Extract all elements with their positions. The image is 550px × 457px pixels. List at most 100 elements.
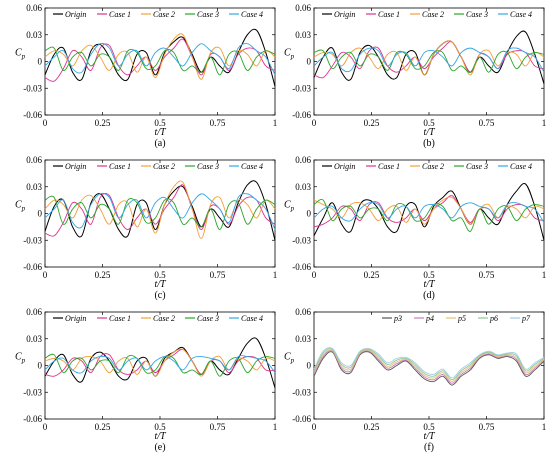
x-axis-label: t/T	[423, 127, 436, 138]
x-tick-label: 0.75	[479, 422, 495, 432]
y-tick-label: 0	[38, 57, 43, 67]
x-tick-label: 1	[273, 270, 278, 280]
x-tick-label: 1	[542, 118, 547, 128]
legend-label: Case 3	[466, 10, 488, 19]
series-line-case-1	[44, 184, 276, 237]
y-tick-label: -0.03	[292, 83, 311, 93]
x-tick-label: 0.25	[364, 270, 380, 280]
series-line-p3	[313, 351, 545, 386]
panel-3: 0 0.25 0.5 0.75 1 0.06 0.03 0 -0.03 -0.06 Origin Ca…	[15, 155, 277, 301]
y-tick-label: 0.03	[26, 182, 42, 192]
legend-label: Case 1	[109, 314, 131, 323]
y-tick-label: -0.03	[23, 83, 42, 93]
series-line-case-4	[44, 355, 276, 374]
plot-frame	[313, 159, 545, 268]
y-tick-label: 0.03	[295, 182, 311, 192]
y-tick-label: 0.03	[26, 334, 42, 344]
series-line-case-3	[44, 46, 276, 76]
legend-label: Origin	[65, 162, 86, 171]
panel-4: 0 0.25 0.5 0.75 1 0.06 0.03 0 -0.03 -0.06 Origin Ca…	[284, 155, 546, 301]
series-line-origin	[44, 337, 276, 388]
legend-label: p4	[425, 314, 434, 323]
x-tick-label: 0.75	[210, 422, 226, 432]
plot-frame	[44, 7, 276, 116]
legend-label: Case 4	[241, 162, 263, 171]
x-axis-label: t/T	[154, 279, 167, 290]
y-axis-label: Cp	[15, 48, 26, 61]
series-line-case-4	[44, 192, 276, 230]
panel-2: 0 0.25 0.5 0.75 1 0.06 0.03 0 -0.03 -0.06 Origin Ca…	[284, 3, 546, 149]
legend-label: Case 3	[197, 162, 219, 171]
series-line-case-1	[313, 41, 545, 79]
legend-label: Case 1	[378, 162, 400, 171]
y-tick-label: 0.06	[26, 155, 42, 165]
panel-label: (c)	[154, 290, 165, 301]
y-tick-label: 0	[38, 361, 43, 371]
x-tick-label: 0	[312, 422, 317, 432]
panel-label: (d)	[423, 290, 435, 301]
x-tick-label: 0	[43, 270, 48, 280]
panel-6: 0 0.25 0.5 0.75 1 0.06 0.03 0 -0.03 -0.06 p3 p4 p5 p6…	[284, 307, 546, 453]
x-tick-label: 0.5	[154, 118, 166, 128]
series-line-origin	[44, 180, 276, 241]
y-tick-label: 0	[307, 209, 312, 219]
y-tick-label: 0	[307, 57, 312, 67]
y-tick-label: 0.03	[26, 30, 42, 40]
x-tick-label: 0.5	[423, 118, 435, 128]
series-line-case-1	[313, 195, 545, 228]
legend-label: Origin	[334, 10, 355, 19]
plot-frame	[44, 311, 276, 420]
legend-label: Case 4	[510, 162, 532, 171]
legend-label: Case 2	[422, 10, 444, 19]
legend-label: p5	[457, 314, 466, 323]
series-line-case-1	[44, 348, 276, 377]
plot-frame	[44, 159, 276, 268]
panel-5: 0 0.25 0.5 0.75 1 0.06 0.03 0 -0.03 -0.06 Origin Ca…	[15, 307, 277, 453]
y-axis-label: Cp	[284, 48, 295, 61]
x-tick-label: 0	[43, 422, 48, 432]
x-tick-label: 0.25	[95, 422, 111, 432]
panel-1: 0 0.25 0.5 0.75 1 0.06 0.03 0 -0.03 -0.06 Origin Ca…	[15, 3, 277, 149]
plot-frame	[313, 311, 545, 420]
series-line-case-2	[44, 180, 276, 239]
legend-label: Case 4	[241, 10, 263, 19]
series-line-case-4	[313, 47, 545, 73]
x-tick-label: 0.75	[479, 270, 495, 280]
legend-label: Case 4	[241, 314, 263, 323]
x-tick-label: 0.75	[210, 118, 226, 128]
legend-label: Case 2	[153, 162, 175, 171]
legend-label: Case 1	[378, 10, 400, 19]
y-tick-label: -0.06	[23, 262, 42, 272]
plot-frame	[313, 7, 545, 116]
y-tick-label: -0.03	[292, 235, 311, 245]
x-tick-label: 0.25	[364, 422, 380, 432]
x-axis-label: t/T	[154, 127, 167, 138]
legend-label: Case 1	[109, 162, 131, 171]
x-axis-label: t/T	[154, 431, 167, 442]
panel-label: (b)	[423, 138, 435, 149]
y-axis-label: Cp	[284, 200, 295, 213]
series-line-case-2	[44, 348, 276, 377]
legend-label: Case 1	[109, 10, 131, 19]
x-tick-label: 0.5	[154, 422, 166, 432]
legend-label: Case 2	[422, 162, 444, 171]
y-axis-label: Cp	[15, 200, 26, 213]
legend-label: Case 3	[197, 314, 219, 323]
series-line-case-3	[44, 195, 276, 231]
legend-label: Origin	[334, 162, 355, 171]
y-tick-label: -0.06	[292, 414, 311, 424]
y-tick-label: 0	[307, 361, 312, 371]
x-tick-label: 1	[542, 422, 547, 432]
y-tick-label: 0.06	[26, 3, 42, 13]
y-tick-label: -0.03	[23, 387, 42, 397]
legend-label: Case 3	[197, 10, 219, 19]
y-tick-label: -0.06	[23, 110, 42, 120]
y-axis-label: Cp	[15, 352, 26, 365]
y-tick-label: 0.06	[295, 155, 311, 165]
y-tick-label: 0.06	[295, 3, 311, 13]
y-tick-label: 0.06	[295, 307, 311, 317]
x-tick-label: 0.5	[423, 422, 435, 432]
legend-label: p6	[489, 314, 498, 323]
y-tick-label: -0.06	[292, 110, 311, 120]
series-line-p4	[313, 350, 545, 384]
